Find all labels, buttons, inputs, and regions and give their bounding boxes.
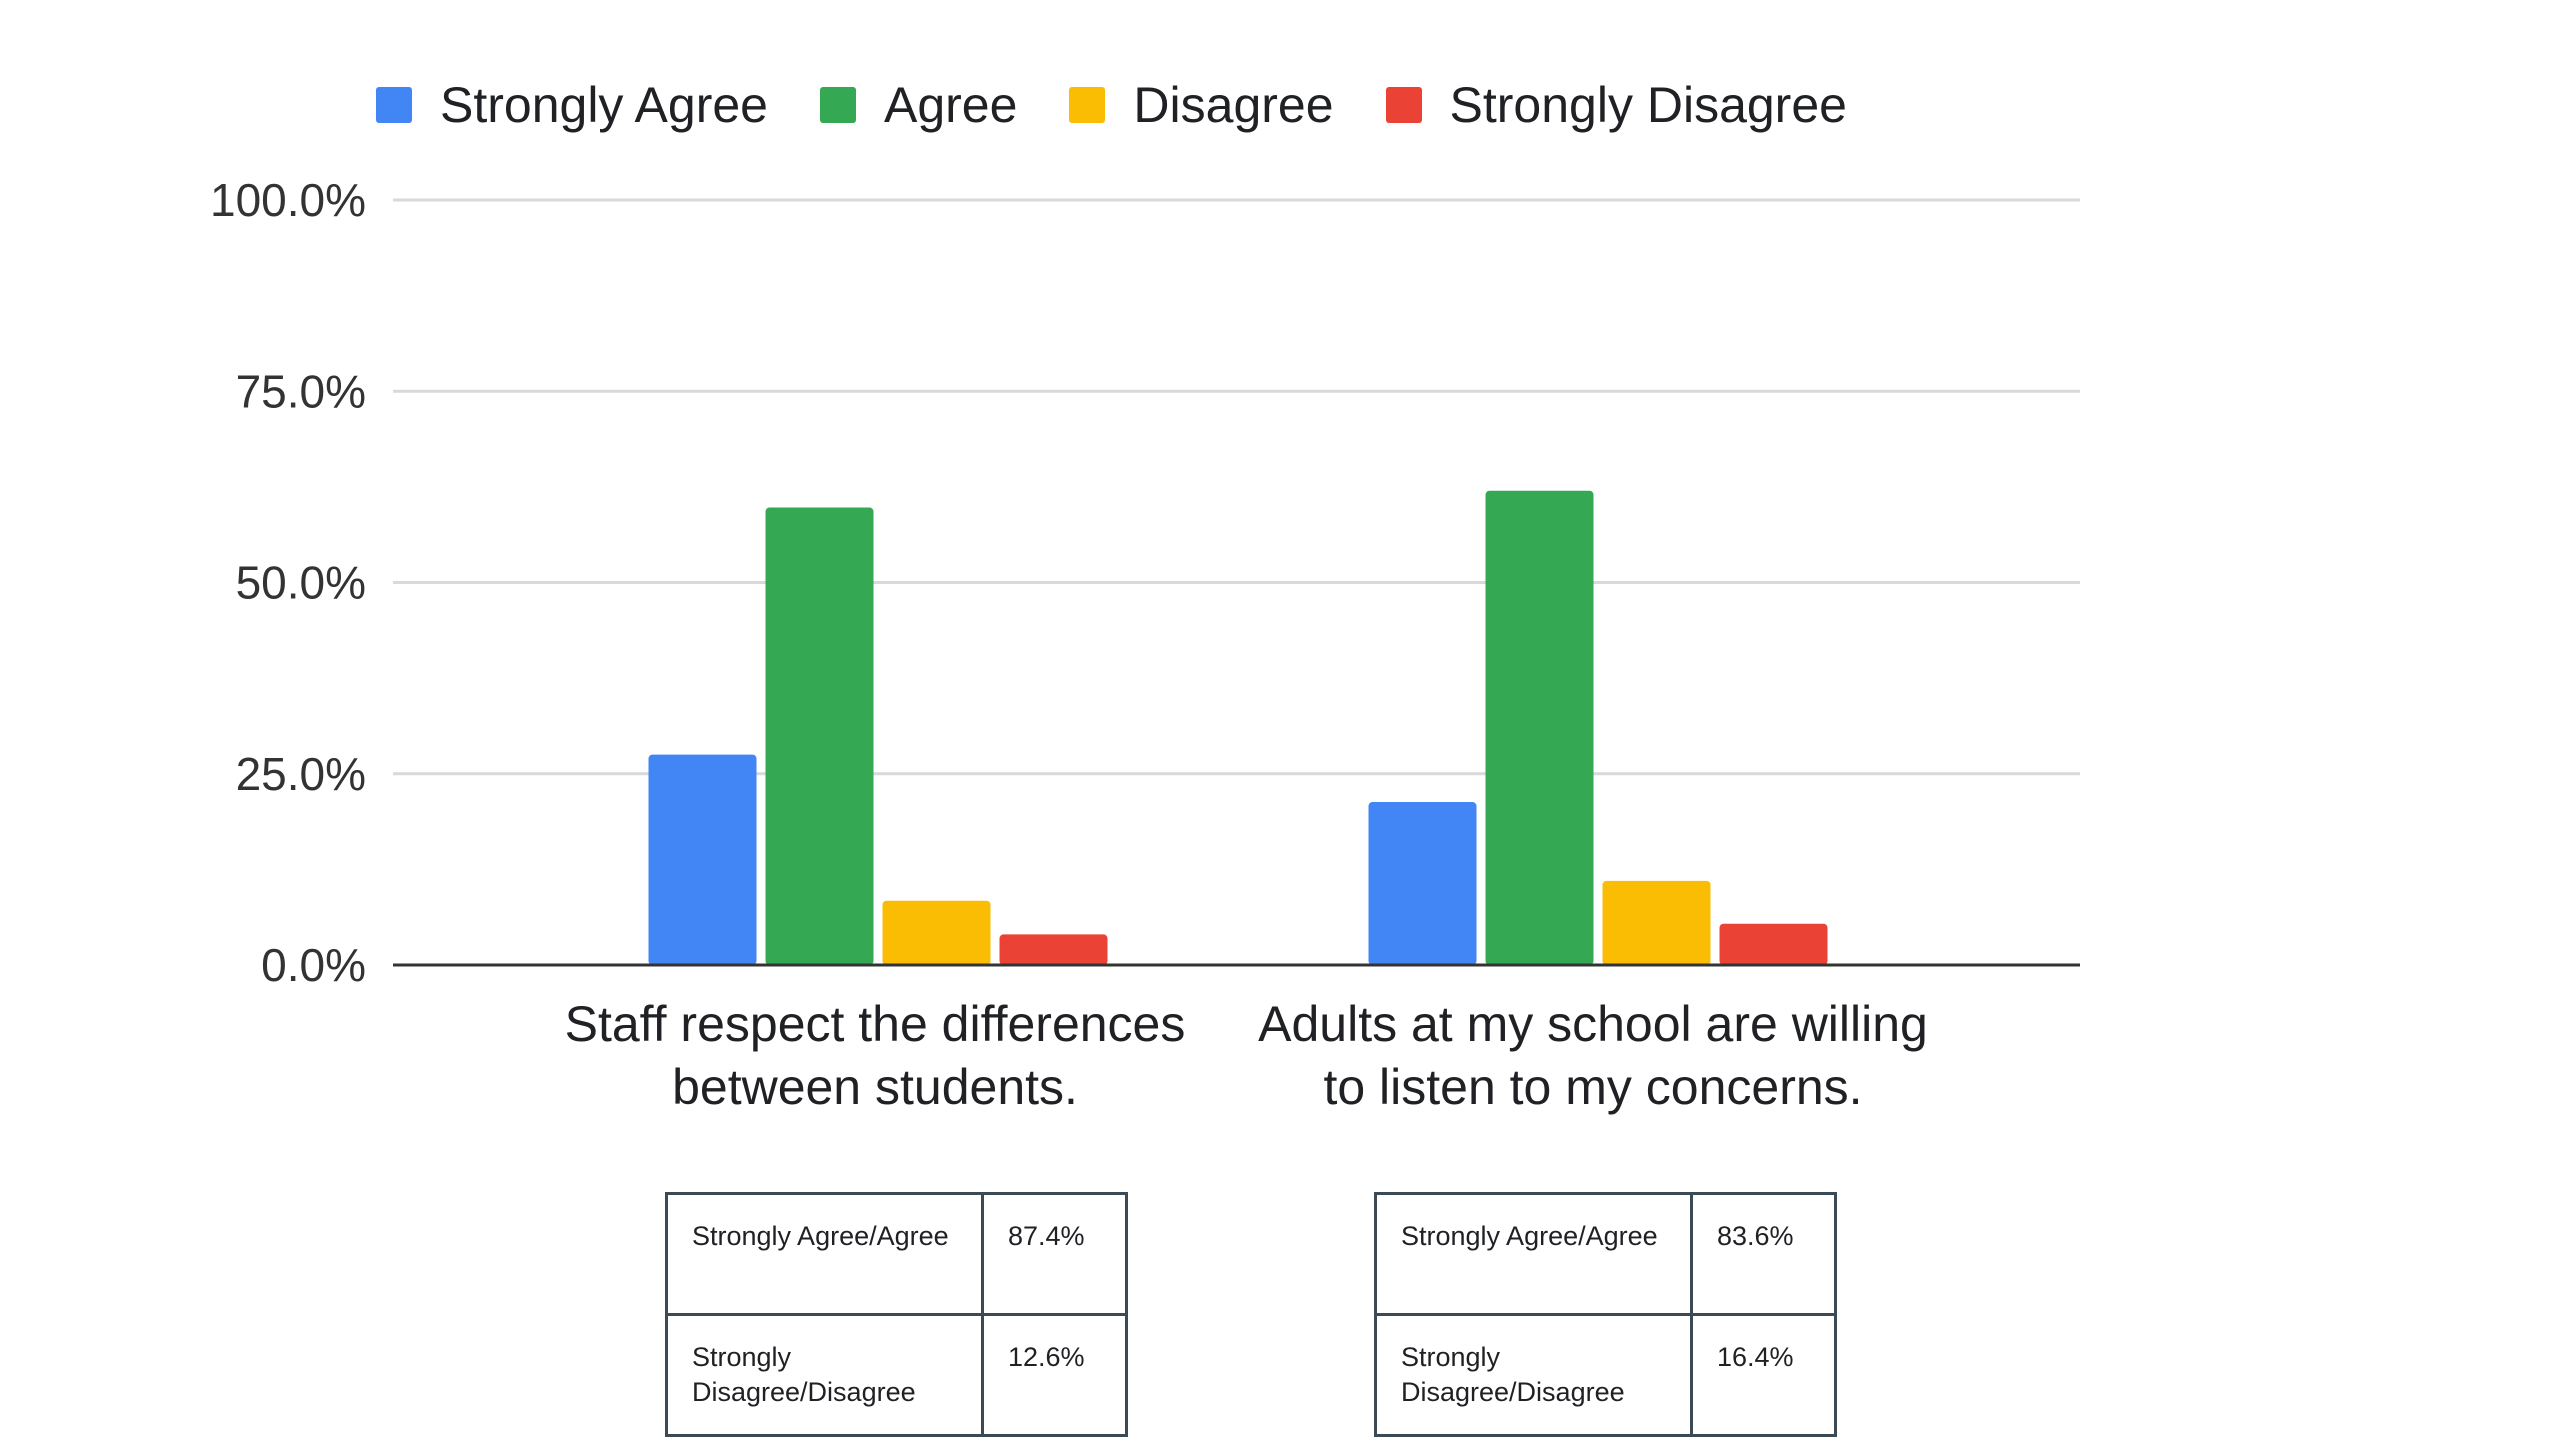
x-tick-label: Staff respect the differences between st… [564,996,1186,1115]
legend-label: Disagree [1133,77,1334,133]
legend-label: Agree [883,77,1018,133]
bar [1602,880,1711,965]
bar [1485,490,1594,965]
table-row: Strongly Agree/Agree 83.6% [1374,1192,1837,1316]
table-cell-label: Strongly Agree/Agree [665,1192,984,1316]
bar [882,900,991,965]
legend-label: Strongly Disagree [1449,77,1847,133]
y-tick-label: 100.0% [210,174,366,226]
bar [999,934,1108,965]
bar [1368,802,1477,965]
y-tick-label: 25.0% [236,748,366,800]
bar [648,754,757,965]
y-tick-label: 50.0% [236,557,366,609]
table-cell-value: 87.4% [981,1192,1128,1316]
legend-swatch-agree [819,87,856,123]
table-cell-label: Strongly Disagree/Disagree [665,1313,984,1437]
legend-swatch-strongly-disagree [1385,87,1422,123]
table-row: Strongly Disagree/Disagree 12.6% [665,1313,1128,1437]
legend-swatch-disagree [1069,87,1106,123]
table-row: Strongly Disagree/Disagree 16.4% [1374,1313,1837,1437]
table-cell-value: 83.6% [1690,1192,1837,1316]
legend-item-disagree[interactable]: Disagree [1069,77,1334,133]
y-tick-label: 0.0% [261,939,366,991]
bar [765,507,874,965]
table-cell-label: Strongly Agree/Agree [1374,1192,1693,1316]
summary-table-2: Strongly Agree/Agree 83.6% Strongly Disa… [1374,1192,1837,1437]
legend-item-agree[interactable]: Agree [819,77,1018,133]
y-tick-label: 75.0% [236,365,366,417]
bar [1719,923,1828,965]
table-cell-label: Strongly Disagree/Disagree [1374,1313,1693,1437]
table-row: Strongly Agree/Agree 87.4% [665,1192,1128,1316]
x-tick-label: Adults at my school are willing to liste… [1258,996,1928,1115]
table-cell-value: 16.4% [1690,1313,1837,1437]
legend-item-strongly-agree[interactable]: Strongly Agree [376,80,768,130]
table-cell-value: 12.6% [981,1313,1128,1437]
chart-legend: Strongly Agree Agree Disagree Strongly D… [376,70,1899,140]
legend-swatch-strongly-agree [376,87,412,123]
legend-item-strongly-disagree[interactable]: Strongly Disagree [1385,77,1847,133]
summary-table-1: Strongly Agree/Agree 87.4% Strongly Disa… [665,1192,1128,1437]
legend-label: Strongly Agree [440,77,768,133]
